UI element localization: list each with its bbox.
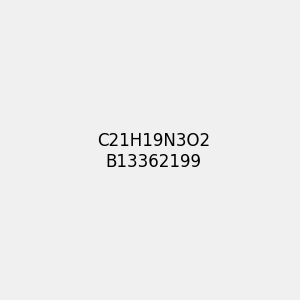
Text: C21H19N3O2
B13362199: C21H19N3O2 B13362199 bbox=[97, 132, 210, 171]
